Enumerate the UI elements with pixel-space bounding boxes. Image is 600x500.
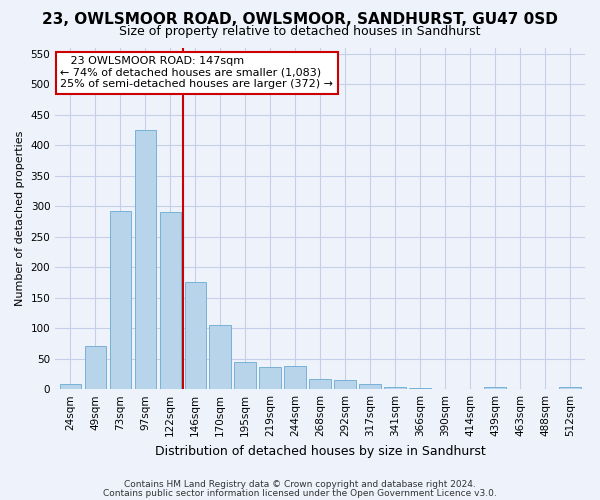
Bar — [385, 386, 406, 389]
Bar — [484, 386, 506, 389]
Bar — [284, 366, 306, 389]
Text: 23, OWLSMOOR ROAD, OWLSMOOR, SANDHURST, GU47 0SD: 23, OWLSMOOR ROAD, OWLSMOOR, SANDHURST, … — [42, 12, 558, 28]
Text: 23 OWLSMOOR ROAD: 147sqm
← 74% of detached houses are smaller (1,083)
25% of sem: 23 OWLSMOOR ROAD: 147sqm ← 74% of detach… — [61, 56, 334, 89]
Bar — [59, 384, 81, 389]
Text: Contains HM Land Registry data © Crown copyright and database right 2024.: Contains HM Land Registry data © Crown c… — [124, 480, 476, 489]
Bar — [359, 384, 380, 389]
Bar — [559, 388, 581, 389]
Bar — [85, 346, 106, 389]
Bar — [334, 380, 356, 389]
Bar — [310, 380, 331, 389]
X-axis label: Distribution of detached houses by size in Sandhurst: Distribution of detached houses by size … — [155, 444, 485, 458]
Text: Size of property relative to detached houses in Sandhurst: Size of property relative to detached ho… — [119, 25, 481, 38]
Y-axis label: Number of detached properties: Number of detached properties — [15, 130, 25, 306]
Bar — [235, 362, 256, 389]
Bar — [134, 130, 156, 389]
Bar — [409, 388, 431, 389]
Bar — [185, 282, 206, 389]
Bar — [259, 366, 281, 389]
Bar — [110, 211, 131, 389]
Text: Contains public sector information licensed under the Open Government Licence v3: Contains public sector information licen… — [103, 488, 497, 498]
Bar — [209, 325, 231, 389]
Bar — [160, 212, 181, 389]
